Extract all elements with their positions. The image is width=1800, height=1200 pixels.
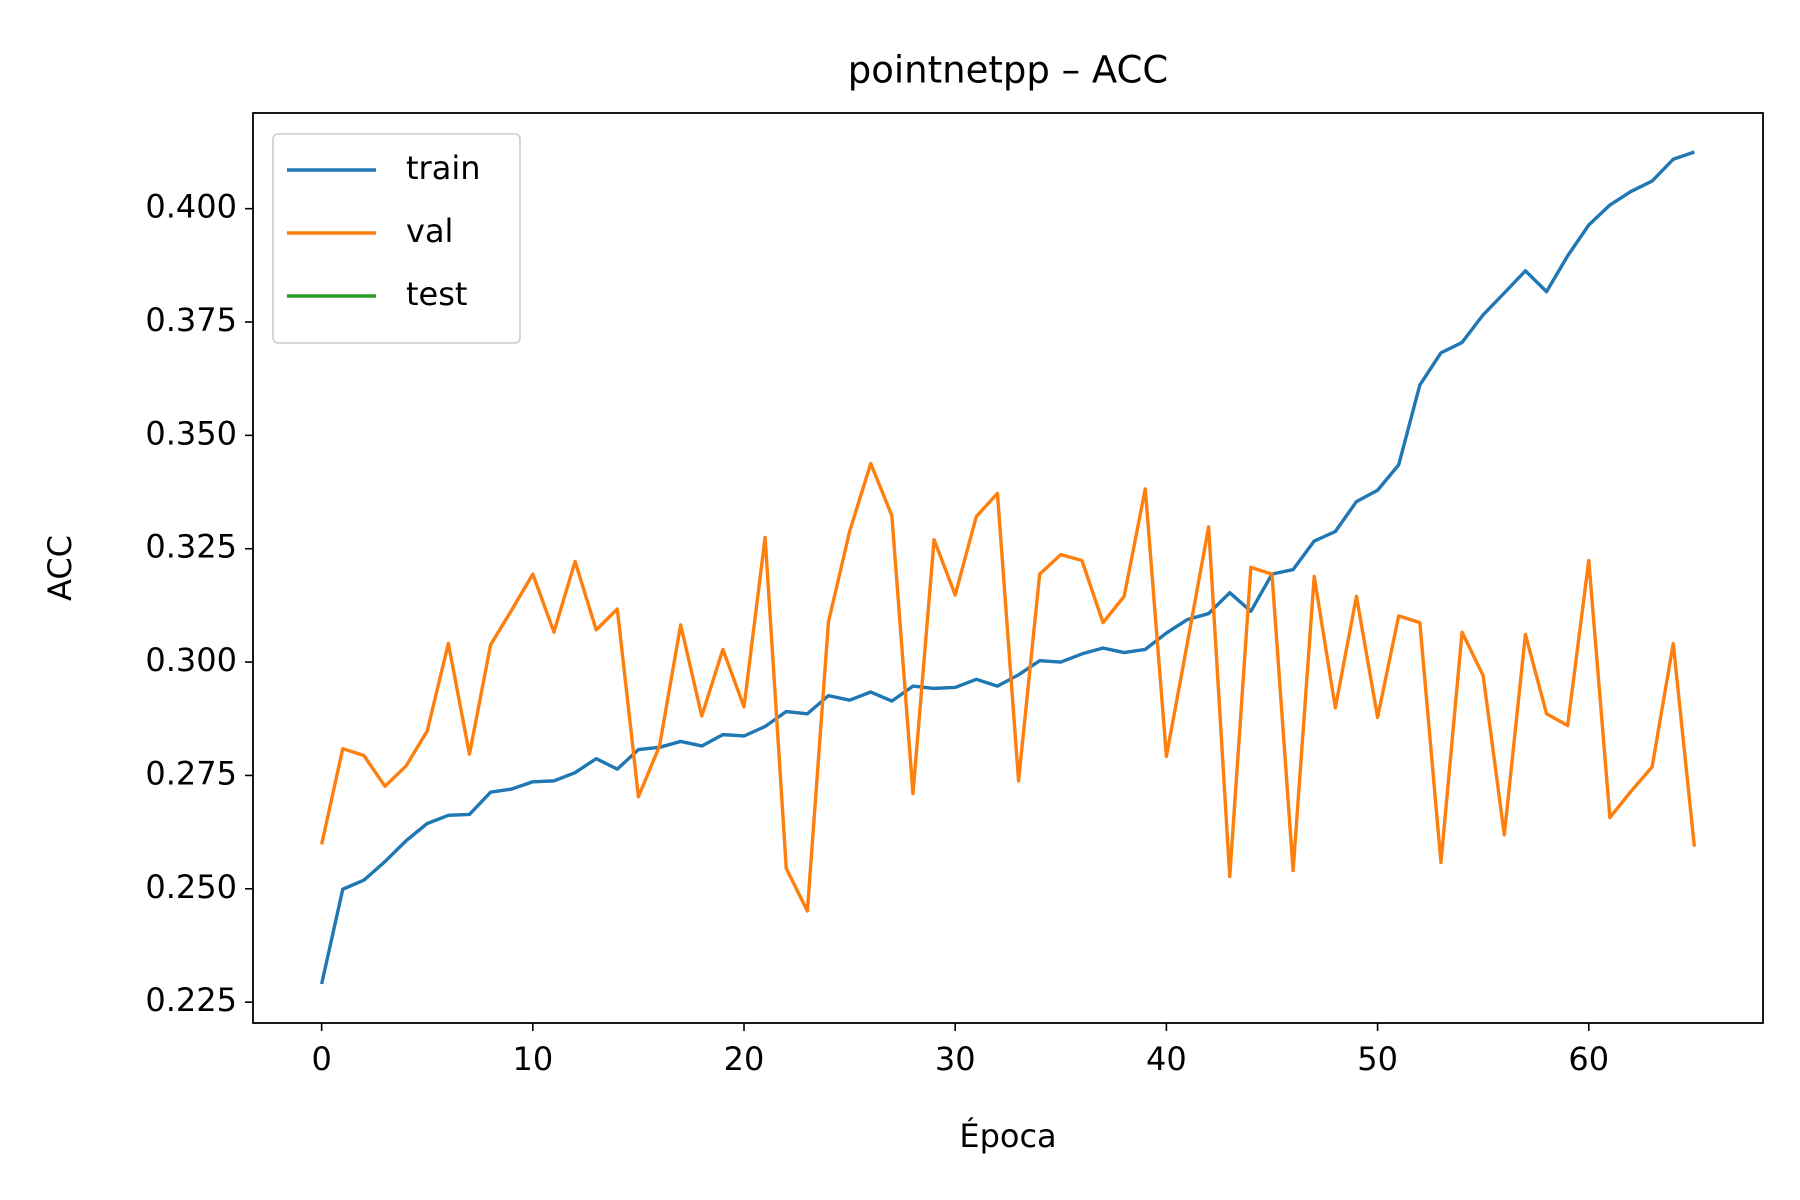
chart-title: pointnetpp – ACC — [848, 49, 1168, 92]
y-tick-label: 0.250 — [145, 868, 237, 906]
legend: train val test — [272, 133, 521, 344]
x-axis-label: Época — [959, 1117, 1056, 1155]
legend-label: train — [406, 149, 480, 187]
x-tick-label: 20 — [724, 1040, 765, 1078]
line-series — [319, 150, 1695, 985]
y-tick-label: 0.325 — [145, 528, 237, 566]
y-axis-label: ACC — [41, 535, 79, 601]
x-tick-label: 10 — [512, 1040, 553, 1078]
legend-frame — [272, 133, 521, 344]
y-tick-label: 0.225 — [145, 981, 237, 1019]
x-tick-label: 30 — [935, 1040, 976, 1078]
x-tick-label: 0 — [311, 1040, 331, 1078]
x-tick-label: 50 — [1357, 1040, 1398, 1078]
plot-frame — [252, 112, 1764, 1024]
y-tick-label: 0.275 — [145, 754, 237, 792]
x-tick-label: 60 — [1568, 1040, 1609, 1078]
y-tick-label: 0.350 — [145, 414, 237, 452]
y-tick-label: 0.375 — [145, 301, 237, 339]
legend-label: test — [406, 275, 467, 313]
line-series — [319, 461, 1697, 913]
y-tick-label: 0.300 — [145, 641, 237, 679]
legend-label: val — [406, 212, 453, 250]
y-tick-label: 0.400 — [145, 188, 237, 226]
x-tick-label: 40 — [1146, 1040, 1187, 1078]
